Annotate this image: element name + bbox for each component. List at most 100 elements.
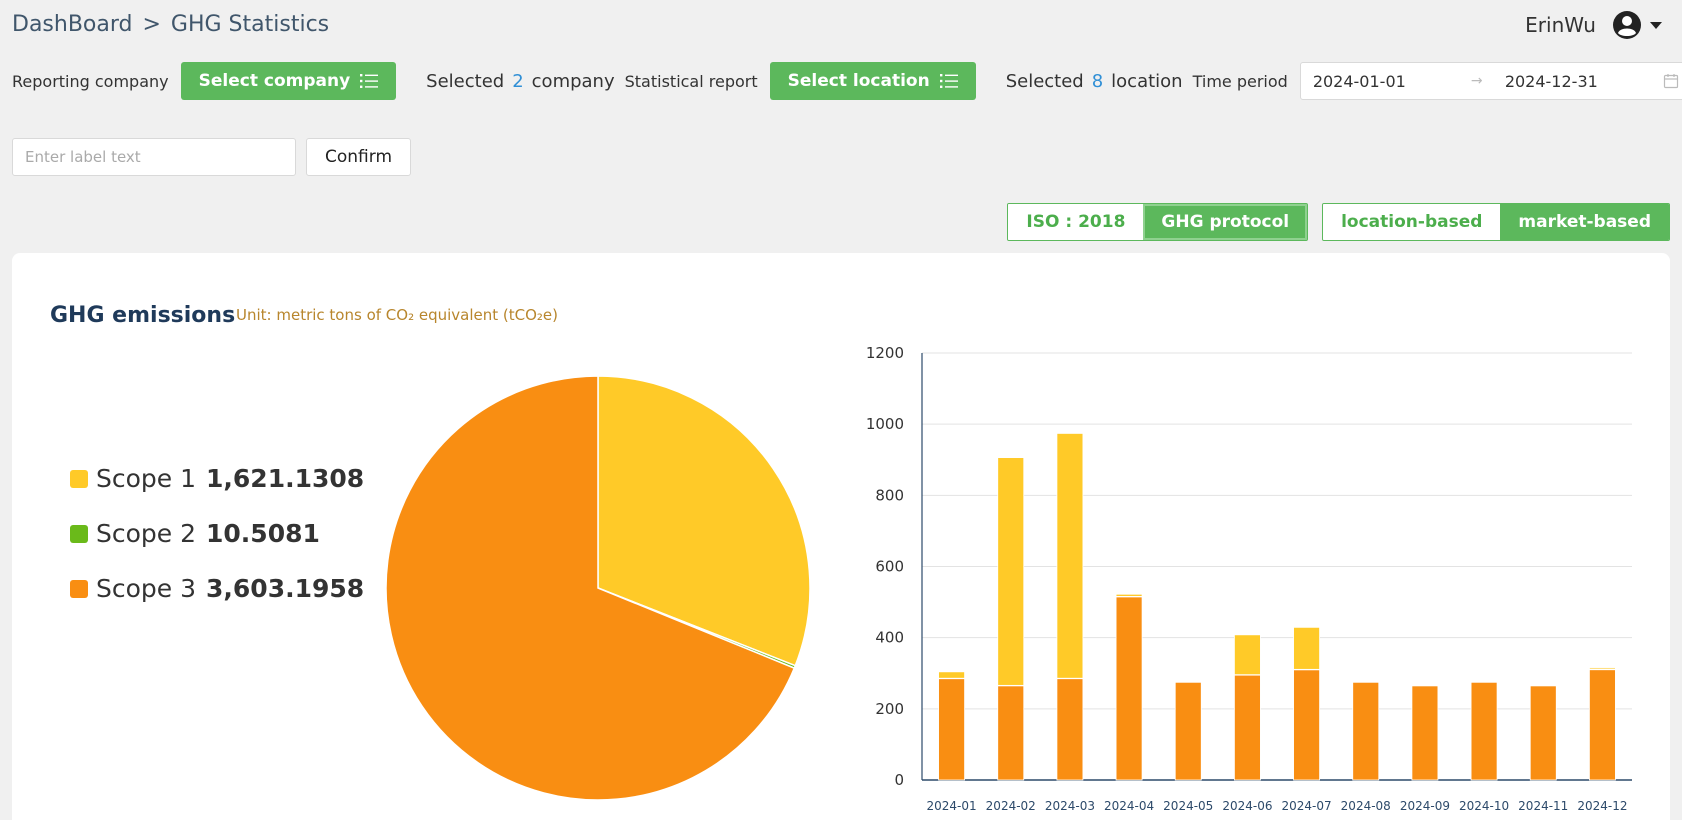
legend-item-scope2[interactable]: Scope 2 10.5081 (70, 506, 364, 561)
date-start-input[interactable]: 2024-01-01 (1312, 71, 1406, 91)
user-menu[interactable]: ErinWu (1525, 10, 1662, 40)
bar-scope2-2024-10[interactable] (1470, 681, 1498, 683)
card-title: GHG emissions (50, 303, 236, 328)
x-tick-label: 2024-01 (927, 799, 977, 813)
standard-toggle: ISO : 2018 GHG protocol (1007, 203, 1309, 241)
bar-scope3-2024-10[interactable] (1470, 681, 1498, 781)
date-range-picker[interactable]: 2024-01-01 → 2024-12-31 (1299, 62, 1682, 100)
breadcrumb-dashboard[interactable]: DashBoard (12, 12, 133, 37)
y-tick-label: 800 (875, 486, 904, 504)
bar-scope1-2024-12[interactable] (1589, 667, 1616, 670)
location-selected-count: Selected 8 location (1006, 71, 1183, 92)
company-selected-suffix: company (531, 70, 615, 92)
bar-scope3-2024-03[interactable] (1056, 678, 1084, 781)
bar-scope1-2024-07[interactable] (1293, 626, 1320, 670)
bar-scope3-2024-01[interactable] (938, 678, 965, 781)
bar-scope1-2024-03[interactable] (1056, 433, 1084, 679)
x-tick-label: 2024-04 (1104, 799, 1154, 813)
bar-scope2-2024-05[interactable] (1174, 681, 1202, 683)
y-tick-label: 1200 (866, 344, 904, 362)
time-period-label: Time period (1192, 71, 1288, 91)
location-selected-suffix: location (1111, 70, 1183, 92)
reporting-company-label: Reporting company (12, 71, 169, 91)
confirm-button[interactable]: Confirm (306, 138, 412, 176)
list-icon (939, 74, 958, 88)
select-location-label: Select location (787, 71, 930, 91)
iso-2018-toggle[interactable]: ISO : 2018 (1008, 204, 1144, 240)
pie-slice-scope3[interactable] (385, 375, 796, 801)
legend-label: Scope 1 (96, 464, 197, 493)
x-tick-label: 2024-03 (1045, 799, 1095, 813)
company-selected-count: Selected 2 company (426, 71, 614, 92)
list-icon (360, 74, 379, 88)
bar-scope2-2024-11[interactable] (1529, 684, 1557, 687)
x-tick-label: 2024-08 (1341, 799, 1391, 813)
bar-scope1-2024-04[interactable] (1115, 593, 1143, 597)
bar-scope1-2024-06[interactable] (1234, 634, 1261, 676)
market-based-toggle[interactable]: market-based (1500, 204, 1669, 240)
bar-scope3-2024-05[interactable] (1174, 681, 1202, 781)
y-tick-label: 600 (875, 558, 904, 576)
y-tick-label: 200 (875, 700, 904, 718)
legend-swatch-scope2 (70, 524, 88, 543)
y-tick-label: 400 (875, 629, 904, 647)
bar-scope3-2024-07[interactable] (1293, 669, 1320, 781)
method-toggle: location-based market-based (1322, 203, 1670, 241)
breadcrumb: DashBoard > GHG Statistics (12, 12, 329, 37)
legend-label: Scope 2 (96, 519, 197, 548)
filter-row: Reporting company Select company Selecte… (12, 62, 1682, 100)
chevron-down-icon[interactable] (1650, 21, 1662, 29)
user-circle-icon[interactable] (1612, 10, 1642, 40)
x-tick-label: 2024-09 (1400, 799, 1450, 813)
arrow-right-icon: → (1470, 73, 1483, 89)
y-tick-label: 1000 (866, 415, 904, 433)
select-location-button[interactable]: Select location (769, 62, 976, 100)
breadcrumb-current: GHG Statistics (170, 12, 330, 37)
select-company-label: Select company (198, 71, 351, 91)
bar-scope3-2024-11[interactable] (1529, 685, 1557, 781)
legend-label: Scope 3 (96, 574, 197, 603)
legend-swatch-scope3 (70, 579, 88, 598)
label-text-input[interactable] (12, 138, 296, 176)
location-selected-prefix: Selected (1005, 70, 1084, 92)
pie-slice-scope1[interactable] (597, 375, 811, 667)
location-count: 8 (1091, 70, 1104, 92)
location-based-toggle[interactable]: location-based (1323, 204, 1501, 240)
user-name[interactable]: ErinWu (1525, 13, 1596, 37)
legend-value: 1,621.1308 (206, 464, 365, 493)
scope-pie-chart (385, 375, 811, 801)
label-form: Confirm (12, 138, 412, 176)
legend-item-scope3[interactable]: Scope 3 3,603.1958 (70, 561, 364, 616)
bar-scope3-2024-04[interactable] (1115, 596, 1143, 781)
company-selected-prefix: Selected (426, 70, 505, 92)
ghg-protocol-toggle[interactable]: GHG protocol (1143, 204, 1308, 240)
bar-scope3-2024-09[interactable] (1411, 685, 1439, 781)
select-company-button[interactable]: Select company (180, 62, 397, 100)
breadcrumb-separator: > (142, 12, 161, 37)
legend-item-scope1[interactable]: Scope 1 1,621.1308 (70, 451, 364, 506)
bar-scope2-2024-08[interactable] (1352, 681, 1380, 683)
x-tick-label: 2024-06 (1222, 799, 1272, 813)
toggle-groups: ISO : 2018 GHG protocol location-based m… (1007, 203, 1670, 241)
x-tick-label: 2024-07 (1282, 799, 1332, 813)
pie-legend: Scope 1 1,621.1308 Scope 2 10.5081 Scope… (70, 451, 364, 616)
company-count: 2 (512, 70, 524, 92)
bar-scope2-2024-09[interactable] (1411, 684, 1439, 687)
bar-scope1-2024-01[interactable] (938, 671, 965, 679)
bar-scope3-2024-02[interactable] (997, 685, 1025, 781)
legend-swatch-scope1 (70, 469, 88, 488)
x-tick-label: 2024-05 (1163, 799, 1213, 813)
x-tick-label: 2024-12 (1577, 799, 1627, 813)
card-unit: Unit: metric tons of CO₂ equivalent (tCO… (236, 306, 559, 324)
monthly-stacked-bar-chart: 0 200 400 600 800 1000 1200 2024-01 2024-02 2024-… (866, 344, 1632, 813)
bar-scope3-2024-08[interactable] (1352, 681, 1380, 781)
x-tick-label: 2024-02 (986, 799, 1036, 813)
bar-scope1-2024-02[interactable] (997, 457, 1025, 686)
bar-scope3-2024-12[interactable] (1589, 669, 1616, 781)
y-tick-label: 0 (894, 771, 904, 789)
bar-scope3-2024-06[interactable] (1234, 674, 1261, 781)
legend-value: 10.5081 (206, 519, 320, 548)
x-tick-label: 2024-10 (1459, 799, 1509, 813)
ghg-emissions-card: GHG emissions Unit: metric tons of CO₂ e… (12, 253, 1670, 820)
date-end-input[interactable]: 2024-12-31 (1504, 71, 1598, 91)
